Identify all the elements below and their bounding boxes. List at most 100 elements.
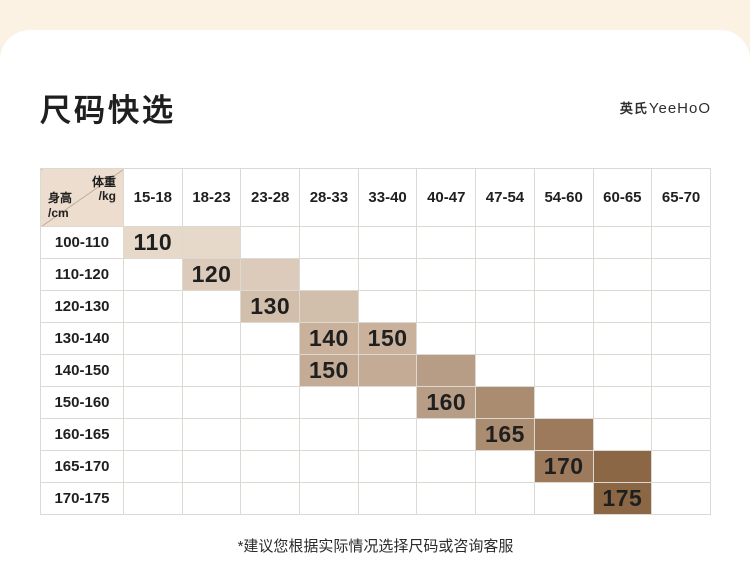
empty-cell <box>123 386 183 419</box>
height-row-header: 170-175 <box>40 482 124 515</box>
empty-cell <box>592 418 653 451</box>
weight-col-header: 15-18 <box>123 168 183 227</box>
empty-cell <box>123 322 183 355</box>
empty-cell <box>299 258 359 291</box>
empty-cell <box>181 322 242 355</box>
empty-cell <box>533 290 594 323</box>
empty-cell <box>533 258 594 291</box>
size-cell: 120 <box>181 258 242 291</box>
brand-logo: 英氏 YeeHoO <box>620 98 711 117</box>
size-table: 体重 /kg 身高 /cm 15-18 18-23 23-28 28-33 33-40 4… <box>40 168 711 515</box>
height-row-header: 120-130 <box>40 290 124 323</box>
empty-cell <box>475 450 535 483</box>
empty-cell <box>475 290 535 323</box>
empty-cell <box>651 354 711 387</box>
weight-col-header: 47-54 <box>475 168 535 227</box>
empty-cell <box>240 354 301 387</box>
height-row-header: 165-170 <box>40 450 124 483</box>
table-row: 165-170 170 <box>40 450 711 483</box>
empty-cell <box>592 386 653 419</box>
table-header-row: 体重 /kg 身高 /cm 15-18 18-23 23-28 28-33 33-40 4… <box>40 168 711 227</box>
header: 尺码快选 英氏 YeeHoO <box>40 88 711 128</box>
shaded-cell <box>475 386 535 419</box>
empty-cell <box>181 386 242 419</box>
empty-cell <box>416 322 477 355</box>
size-cell: 110 <box>123 226 183 259</box>
height-row-header: 100-110 <box>40 226 124 259</box>
size-cell: 140 <box>299 322 359 355</box>
table-row: 150-160 160 <box>40 386 711 419</box>
corner-cell: 体重 /kg 身高 /cm <box>40 168 124 227</box>
empty-cell <box>123 450 183 483</box>
empty-cell <box>651 322 711 355</box>
size-chart-card: 尺码快选 英氏 YeeHoO 体重 /kg 身高 /cm <box>0 30 750 576</box>
size-cell: 175 <box>592 482 653 515</box>
empty-cell <box>416 482 477 515</box>
table-row: 140-150 150 <box>40 354 711 387</box>
height-axis-label: 身高 /cm <box>48 191 72 220</box>
shaded-cell <box>181 226 242 259</box>
weight-col-header: 18-23 <box>181 168 242 227</box>
empty-cell <box>651 226 711 259</box>
height-axis-text: 身高 <box>48 191 73 206</box>
brand-logo-en: YeeHoO <box>648 99 711 117</box>
empty-cell <box>651 482 711 515</box>
shaded-cell <box>299 290 359 323</box>
empty-cell <box>181 354 242 387</box>
empty-cell <box>592 290 653 323</box>
height-row-header: 150-160 <box>40 386 124 419</box>
empty-cell <box>123 354 183 387</box>
size-cell: 160 <box>416 386 477 419</box>
size-cell: 130 <box>240 290 301 323</box>
shaded-cell <box>416 354 477 387</box>
empty-cell <box>475 482 535 515</box>
empty-cell <box>123 290 183 323</box>
height-row-header: 140-150 <box>40 354 124 387</box>
empty-cell <box>357 418 418 451</box>
weight-axis-unit: /kg <box>98 189 116 204</box>
shaded-cell <box>240 258 301 291</box>
table-row: 120-130 130 <box>40 290 711 323</box>
empty-cell <box>357 226 418 259</box>
empty-cell <box>299 450 359 483</box>
footnote: *建议您根据实际情况选择尺码或咨询客服 <box>237 538 514 555</box>
empty-cell <box>592 322 653 355</box>
shaded-cell <box>533 418 594 451</box>
brand-logo-cn: 英氏 <box>619 100 648 116</box>
empty-cell <box>416 450 477 483</box>
empty-cell <box>181 482 242 515</box>
weight-col-header: 54-60 <box>533 168 594 227</box>
empty-cell <box>475 322 535 355</box>
empty-cell <box>299 482 359 515</box>
table-row: 130-140 140 150 <box>40 322 711 355</box>
empty-cell <box>651 418 711 451</box>
table-row: 170-175 175 <box>40 482 711 515</box>
weight-axis-text: 体重 <box>91 175 116 189</box>
empty-cell <box>123 482 183 515</box>
table-row: 160-165 165 <box>40 418 711 451</box>
empty-cell <box>240 322 301 355</box>
empty-cell <box>357 450 418 483</box>
height-row-header: 160-165 <box>40 418 124 451</box>
empty-cell <box>299 226 359 259</box>
empty-cell <box>533 482 594 515</box>
empty-cell <box>240 226 301 259</box>
empty-cell <box>533 226 594 259</box>
empty-cell <box>357 482 418 515</box>
empty-cell <box>651 386 711 419</box>
size-cell: 150 <box>299 354 359 387</box>
shaded-cell <box>592 450 653 483</box>
empty-cell <box>592 258 653 291</box>
empty-cell <box>299 418 359 451</box>
empty-cell <box>240 418 301 451</box>
empty-cell <box>123 418 183 451</box>
height-row-header: 110-120 <box>40 258 124 291</box>
weight-col-header: 40-47 <box>416 168 477 227</box>
shaded-cell <box>357 354 418 387</box>
empty-cell <box>299 386 359 419</box>
height-row-header: 130-140 <box>40 322 124 355</box>
empty-cell <box>416 290 477 323</box>
empty-cell <box>416 226 477 259</box>
empty-cell <box>592 354 653 387</box>
